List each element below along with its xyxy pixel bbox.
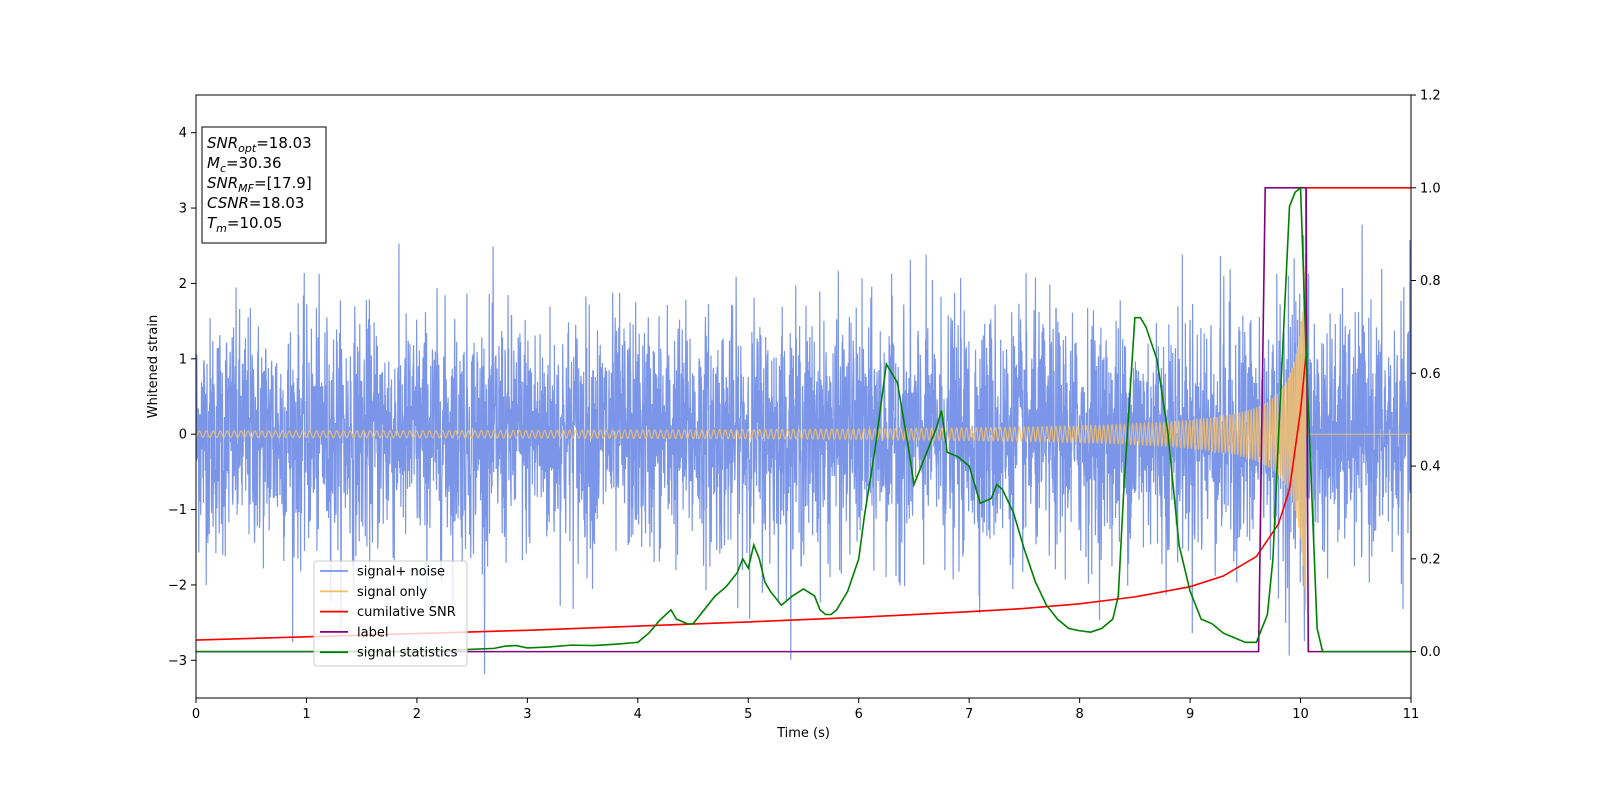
plot-area: [196, 186, 1411, 675]
stats-box: SNRopt=18.03Mc=30.36SNRMF=[17.9]CSNR=18.…: [201, 126, 327, 244]
x-tick-label: 0: [192, 707, 200, 722]
y-tick-label-right: 0.6: [1420, 367, 1441, 382]
x-tick-label: 9: [1186, 707, 1194, 722]
x-tick-label: 2: [413, 707, 421, 722]
y-tick-label-left: 4: [179, 126, 187, 141]
y-tick-label-right: 1.2: [1420, 89, 1441, 104]
x-axis-label: Time (s): [776, 726, 830, 741]
legend-frame: [313, 560, 468, 667]
x-tick-label: 3: [523, 707, 531, 722]
legend-entry: signal only: [357, 585, 427, 600]
legend-entry: cumilative SNR: [357, 605, 456, 620]
stat-line: Mc=30.36: [207, 154, 282, 175]
y-tick-label-right: 0.4: [1420, 460, 1441, 475]
stats-box-frame: [201, 126, 327, 244]
stat-line: SNRopt=18.03: [207, 134, 312, 155]
line-signal-statistics: [196, 186, 1411, 653]
y-tick-label-left: −2: [168, 578, 187, 593]
y-axis-label: Whitened strain: [146, 315, 161, 418]
x-tick-label: 4: [634, 707, 642, 722]
x-tick-label: 7: [965, 707, 973, 722]
line-signal-only: [196, 261, 1411, 611]
y-tick-label-left: −3: [168, 654, 187, 669]
x-tick-label: 11: [1403, 707, 1420, 722]
y-tick-label-left: −1: [168, 503, 187, 518]
stat-line: CSNR=18.03: [207, 194, 304, 212]
series-signal-only: [196, 261, 1411, 611]
x-tick-label: 6: [855, 707, 863, 722]
legend: signal+ noise signal only cumilative SNR la…: [313, 560, 468, 667]
x-tick-label: 10: [1292, 707, 1309, 722]
axis-ticks: 0 1 2 3 4 5 6 7 8 9 10 11 −3 −2 −1 0 1 2 3 4 0.0 0.2 0.4 0.6 0.8…: [168, 89, 1441, 723]
stat-line: SNRMF=[17.9]: [207, 174, 312, 195]
y-tick-label-right: 0.0: [1420, 645, 1441, 660]
y-tick-label-right: 0.2: [1420, 552, 1441, 567]
y-tick-label-left: 2: [179, 277, 187, 292]
y-tick-label-right: 1.0: [1420, 181, 1441, 196]
y-tick-label-left: 1: [179, 352, 187, 367]
y-tick-label-left: 3: [179, 202, 187, 217]
x-tick-label: 8: [1075, 707, 1083, 722]
legend-entry: signal+ noise: [357, 565, 445, 580]
line-cumilative-snr: [196, 186, 1411, 641]
legend-entry: label: [357, 625, 388, 640]
x-tick-label: 5: [744, 707, 752, 722]
y-tick-label-left: 0: [179, 428, 187, 443]
y-tick-label-right: 0.8: [1420, 274, 1441, 289]
plot-frame: [195, 94, 1412, 699]
legend-entry: signal statistics: [357, 646, 458, 661]
stat-line: Tm=10.05: [207, 214, 282, 235]
x-tick-label: 1: [302, 707, 310, 722]
series-right-axis: [196, 186, 1411, 653]
